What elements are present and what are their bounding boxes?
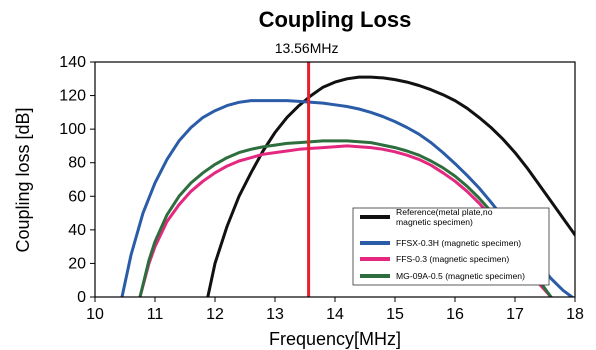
chart-title: Coupling Loss <box>259 7 412 32</box>
x-tick-label: 14 <box>326 306 344 323</box>
y-tick-label: 0 <box>77 289 86 306</box>
x-tick-label: 10 <box>86 306 104 323</box>
y-axis-label: Coupling loss [dB] <box>13 107 33 252</box>
x-tick-label: 18 <box>566 306 584 323</box>
y-axis: 0 20 40 60 80 100 120 140 <box>59 54 95 306</box>
x-tick-label: 11 <box>147 306 164 323</box>
y-tick-label: 80 <box>68 155 86 172</box>
legend-label-3: FFS-0.3 (magnetic specimen) <box>396 254 509 264</box>
x-tick-label: 16 <box>446 306 464 323</box>
legend-label-4: MG-09A-0.5 (magnetic specimen) <box>396 271 525 281</box>
x-tick-label: 15 <box>386 306 404 323</box>
x-tick-label: 12 <box>206 306 224 323</box>
legend-box <box>352 207 550 286</box>
y-tick-label: 40 <box>68 222 86 239</box>
legend: Reference(metal plate,no magnetic specime… <box>352 207 550 286</box>
x-tick-label: 17 <box>506 306 524 323</box>
marker-label: 13.56MHz <box>275 40 339 56</box>
y-tick-label: 120 <box>59 88 86 105</box>
legend-label-1: Reference(metal plate,no magnetic specime… <box>396 207 493 227</box>
series-line-4 <box>138 139 553 297</box>
y-tick-label: 140 <box>59 54 86 71</box>
y-tick-label: 60 <box>68 188 86 205</box>
x-axis-label: Frequency[MHz] <box>269 329 401 349</box>
legend-label-2: FFSX-0.3H (magnetic specimen) <box>396 238 521 248</box>
y-tick-label: 100 <box>59 121 86 138</box>
x-tick-label: 13 <box>266 306 284 323</box>
series-line-3 <box>138 144 553 297</box>
y-tick-label: 20 <box>68 255 86 272</box>
x-axis: 10 11 12 13 14 15 16 17 18 <box>86 297 584 323</box>
